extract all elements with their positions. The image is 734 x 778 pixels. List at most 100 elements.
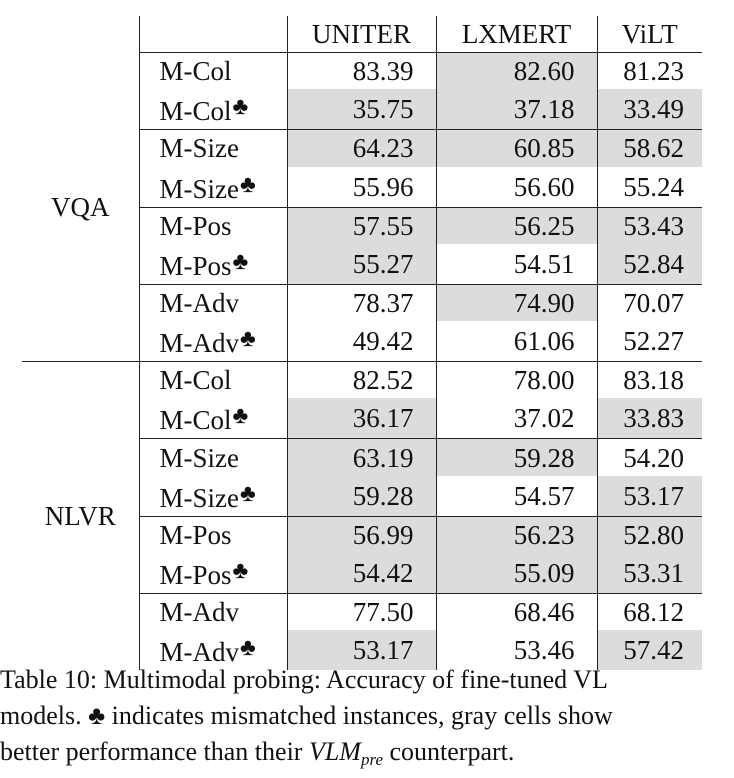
table-cell: 53.17 <box>597 475 702 517</box>
table-cell: 55.96 <box>287 166 437 208</box>
club-icon: ♣ <box>232 94 249 121</box>
table-cell: 57.42 <box>597 630 702 671</box>
table-cell: 58.62 <box>597 129 702 167</box>
probe-label: M-Size <box>139 438 288 476</box>
table-cell: 55.27 <box>287 243 437 285</box>
table-cell: 81.23 <box>623 56 684 87</box>
table-cell: 37.02 <box>436 398 598 439</box>
table-caption: Table 10: Multimodal probing: Accuracy o… <box>0 662 734 778</box>
table-cell: 53.43 <box>597 206 702 244</box>
table-cell: 82.52 <box>287 361 437 399</box>
probe-label: M-Col <box>139 361 288 399</box>
table-cell: 83.18 <box>597 361 702 399</box>
header-vilt: ViLT <box>597 16 702 53</box>
table-cell: 52.80 <box>597 515 702 554</box>
table-cell: 57.55 <box>287 206 437 244</box>
table-cell: 53.17 <box>287 630 437 671</box>
header-row: UNITER LXMERT ViLT <box>22 16 702 53</box>
probe-label: M-Adv <box>139 283 288 322</box>
table-body: VQA M-Col 83.39 82.60 81.23 M-Col♣ 35.75 37.18 3… <box>22 52 702 671</box>
caption-line-2: models. ♣ indicates mismatched instances… <box>0 701 613 730</box>
probe-label: M-Pos <box>139 206 288 244</box>
table-cell: 64.23 <box>287 129 437 167</box>
table-row: M-Size♣ 55.96 56.60 55.24 <box>22 166 702 208</box>
table-cell: 56.23 <box>436 515 598 554</box>
probe-label: M-Col♣ <box>139 89 288 130</box>
header-probe <box>139 16 288 53</box>
task-label: NLVR <box>22 361 140 671</box>
table-cell: 68.12 <box>597 593 702 631</box>
table-cell: 77.50 <box>287 593 437 631</box>
table-cell: 33.83 <box>597 398 702 439</box>
club-icon: ♣ <box>239 171 256 198</box>
table-cell: 49.42 <box>287 321 437 362</box>
table-row: M-Col♣ 36.17 37.02 33.83 <box>22 398 702 439</box>
club-icon: ♣ <box>239 480 256 507</box>
probe-label: M-Col <box>139 52 288 90</box>
table-row: NLVR M-Col 82.52 78.00 83.18 <box>22 361 702 671</box>
table-row: M-Pos♣ 54.42 55.09 53.31 <box>22 553 702 594</box>
header-task <box>22 16 140 53</box>
caption-line-1: Table 10: Multimodal probing: Accuracy o… <box>0 665 608 694</box>
vlm-math: VLMpre <box>308 737 383 769</box>
table-row: M-Pos 57.55 56.25 53.43 <box>22 206 702 244</box>
table-cell: 36.17 <box>287 398 437 439</box>
probe-label: M-Adv♣ <box>139 630 288 671</box>
caption-line-3: better performance than their VLMpre cou… <box>0 737 515 769</box>
probe-label: M-Pos <box>139 515 288 554</box>
table-cell: 59.28 <box>287 475 437 517</box>
table-cell: 37.18 <box>436 89 598 130</box>
probe-label: M-Col♣ <box>139 398 288 439</box>
table-cell: 78.37 <box>287 283 437 322</box>
table-cell: 83.39 <box>287 52 437 90</box>
table-cell: 52.84 <box>597 243 702 285</box>
probe-label: M-Adv♣ <box>139 321 288 362</box>
table-cell: 78.00 <box>436 361 598 399</box>
table-row: M-Adv♣ 49.42 61.06 52.27 <box>22 321 702 362</box>
table-cell: 53.31 <box>597 553 702 594</box>
header-uniter: UNITER <box>287 16 437 53</box>
header-lxmert: LXMERT <box>436 16 598 53</box>
club-icon: ♣ <box>88 701 106 730</box>
table-cell: 54.57 <box>436 475 598 517</box>
table-cell: 54.20 <box>597 438 702 476</box>
table-cell: 68.46 <box>436 593 598 631</box>
probe-label: M-Pos♣ <box>139 243 288 285</box>
table-cell: 70.07 <box>597 283 702 322</box>
table-row: M-Adv 78.37 74.90 70.07 <box>22 283 702 322</box>
table-cell: 55.24 <box>623 171 684 202</box>
table-cell: 52.27 <box>623 326 684 357</box>
table-cell: 35.75 <box>287 89 437 130</box>
probe-label: M-Pos♣ <box>139 553 288 594</box>
club-icon: ♣ <box>240 326 256 353</box>
table-cell: 54.42 <box>287 553 437 594</box>
probe-label: M-Size <box>139 129 288 167</box>
table-cell: 56.60 <box>436 166 598 208</box>
table-row: M-Pos 56.99 56.23 52.80 <box>22 515 702 554</box>
table-row: VQA M-Col 83.39 82.60 81.23 <box>22 52 702 362</box>
task-label: VQA <box>22 52 140 362</box>
table-row: M-Adv♣ 53.17 53.46 57.42 <box>22 630 702 671</box>
table-row: M-Col♣ 35.75 37.18 33.49 <box>22 89 702 130</box>
table-row: M-Size♣ 59.28 54.57 53.17 <box>22 475 702 517</box>
table-cell: 61.06 <box>436 321 598 362</box>
table-cell: 54.51 <box>436 243 598 285</box>
probe-label: M-Adv <box>139 593 288 631</box>
club-icon: ♣ <box>240 635 256 662</box>
table-cell: 33.49 <box>597 89 702 130</box>
table-cell: 74.90 <box>436 283 598 322</box>
table-cell: 56.25 <box>436 206 598 244</box>
table-cell: 59.28 <box>436 438 598 476</box>
table-cell: 56.99 <box>287 515 437 554</box>
table-cell: 55.09 <box>436 553 598 594</box>
table-row: M-Pos♣ 55.27 54.51 52.84 <box>22 243 702 285</box>
club-icon: ♣ <box>232 558 249 585</box>
table-row: M-Size 63.19 59.28 54.20 <box>22 438 702 476</box>
club-icon: ♣ <box>232 403 249 430</box>
probe-label: M-Size♣ <box>139 166 288 208</box>
table-cell: 53.46 <box>436 630 598 671</box>
table-cell: 82.60 <box>436 52 598 90</box>
table-row: M-Size 64.23 60.85 58.62 <box>22 129 702 167</box>
table-row: M-Adv 77.50 68.46 68.12 <box>22 593 702 631</box>
table-cell: 63.19 <box>287 438 437 476</box>
